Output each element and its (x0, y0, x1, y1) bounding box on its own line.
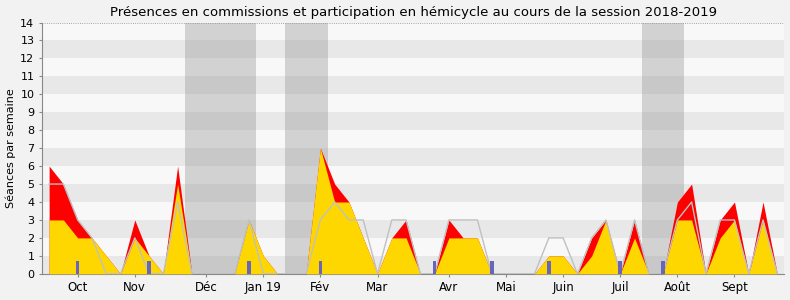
Bar (42, 184, 784, 202)
Bar (433, 261, 436, 274)
Bar (42, 94, 784, 112)
Title: Présences en commissions et participation en hémicycle au cours de la session 20: Présences en commissions et participatio… (110, 6, 717, 19)
Y-axis label: Séances par semaine: Séances par semaine (6, 88, 16, 208)
Bar (490, 261, 494, 274)
Bar (42, 22, 784, 40)
Bar (42, 256, 784, 274)
Bar (42, 58, 784, 76)
Bar (42, 166, 784, 184)
Bar (76, 261, 80, 274)
Bar (641, 22, 684, 274)
Bar (42, 112, 784, 130)
Bar (147, 261, 151, 274)
Bar (42, 220, 784, 238)
Bar (247, 261, 250, 274)
Bar (547, 261, 551, 274)
Bar (42, 130, 784, 148)
Bar (619, 261, 622, 274)
Bar (185, 22, 256, 274)
Bar (284, 22, 328, 274)
Bar (318, 261, 322, 274)
Bar (661, 261, 665, 274)
Bar (42, 40, 784, 58)
Bar (42, 76, 784, 94)
Bar (42, 238, 784, 256)
Bar (42, 148, 784, 166)
Bar (42, 202, 784, 220)
